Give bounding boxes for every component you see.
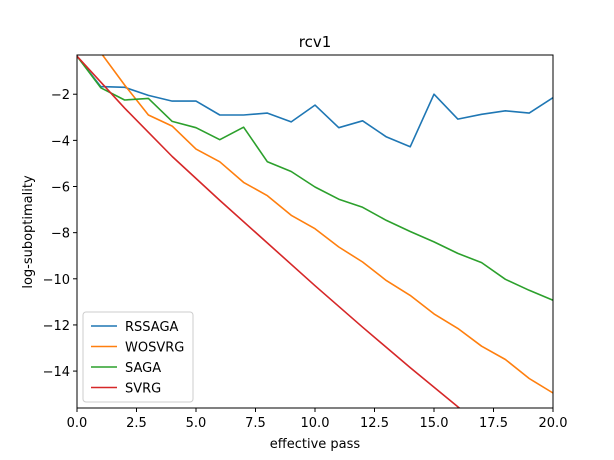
y-tick-label: −14 [43,365,70,380]
axes-layer: 0.0 2.5 5.0 7.5 10.0 12.5 15.0 17.5 20.0 −2 −4 −6 −8… [43,88,568,431]
plot-frame [76,54,554,409]
chart-title: rcv1 [299,33,332,51]
legend-label: RSSAGA [125,320,179,335]
y-tick-label: −10 [43,273,70,288]
x-tick-label: 2.5 [126,416,147,431]
x-tick-label: 7.5 [245,416,266,431]
legend: RSSAGA WOSVRG SAGA SVRG [82,311,194,403]
legend-label: SAGA [125,361,161,376]
x-tick-label: 20.0 [539,416,568,431]
legend-box [82,311,194,403]
x-tick-label: 17.5 [479,416,508,431]
series-line-saga [77,55,553,302]
y-tick-label: −12 [43,319,70,334]
series-line-rssaga [77,55,553,148]
series-line-svrg [77,55,461,408]
series-line-wosvrg [101,55,553,394]
y-axis-label: log-suboptimality [21,175,36,289]
y-tick-label: −4 [51,134,70,149]
legend-label: SVRG [125,382,161,397]
series-layer [77,55,553,408]
x-tick-label: 5.0 [186,416,207,431]
y-tick-label: −6 [51,181,70,196]
x-axis-label: effective pass [270,437,361,452]
x-tick-label: 12.5 [360,416,389,431]
x-tick-label: 0.0 [67,416,88,431]
y-tick-label: −8 [51,227,70,242]
x-tick-label: 10.0 [301,416,330,431]
legend-label: WOSVRG [125,341,184,356]
x-tick-label: 15.0 [420,416,449,431]
y-tick-label: −2 [51,88,70,103]
